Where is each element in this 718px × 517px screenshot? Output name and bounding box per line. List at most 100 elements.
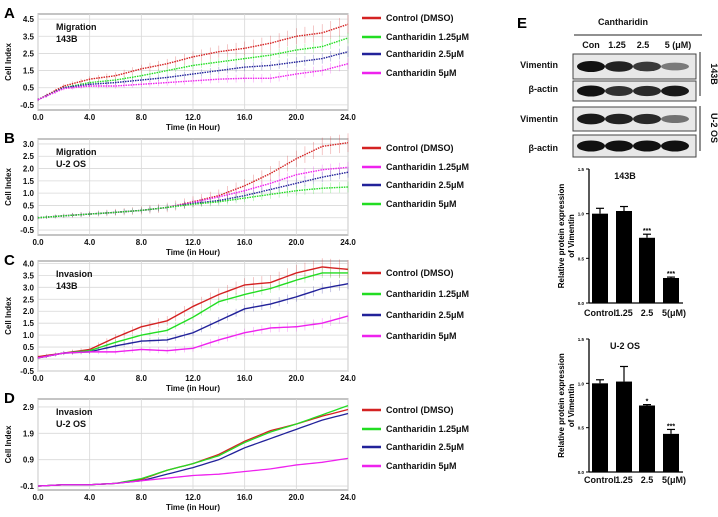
x-tick-label: 12.0 — [185, 493, 201, 502]
blot-band — [577, 85, 605, 97]
y-tick-label: 0.0 — [578, 301, 585, 306]
y-axis-title: Cell Index — [4, 297, 13, 335]
x-tick-label: 24.0 — [340, 113, 356, 122]
y-tick-label: 2.5 — [23, 152, 35, 161]
series-line — [37, 186, 349, 219]
significance-mark: *** — [667, 423, 675, 430]
chart-annotation: Migration — [56, 22, 97, 32]
blot-band — [661, 140, 689, 152]
legend-label: Cantharidin 2.5μM — [386, 310, 464, 320]
bar — [639, 237, 655, 303]
chart-annotation: 143B — [56, 34, 78, 44]
y-axis-title: Cell Index — [4, 168, 13, 206]
blot-band — [577, 140, 605, 152]
bar-chart-title: 143B — [614, 171, 636, 181]
x-tick-label: 12.0 — [185, 113, 201, 122]
blot-band — [577, 113, 605, 125]
x-axis-title: Time (in Hour) — [166, 248, 220, 257]
panel-label-D: D — [4, 390, 15, 407]
y-tick-label: 1.5 — [23, 67, 35, 76]
blot-band — [661, 85, 689, 97]
line-chart-C: C0.0 4.0 8.0 12.0 16.0 20.0 24.0-0.50.00.51.01… — [4, 252, 469, 393]
x-tick-label: Control — [584, 308, 616, 318]
y-tick-label: 3.0 — [23, 140, 35, 149]
y-tick-label: 0.0 — [578, 470, 585, 475]
x-tick-label: 1.25 — [615, 308, 633, 318]
x-tick-label: 8.0 — [136, 113, 148, 122]
series-3 — [37, 310, 349, 360]
blot-band — [605, 113, 633, 125]
chart-annotation: Migration — [56, 147, 97, 157]
x-tick-label: 20.0 — [289, 493, 305, 502]
bar — [639, 405, 655, 472]
legend-label: Cantharidin 2.5μM — [386, 180, 464, 190]
y-tick-label: -0.5 — [20, 101, 34, 110]
panel-label-E: E — [517, 15, 527, 32]
line-chart-B: B 0.0 4.0 8.0 12.0 16.0 20.0 24.0 -0.5 0.0 0.5 1.0 1… — [4, 130, 469, 257]
series-line — [37, 51, 349, 101]
y-tick-label: 0.5 — [578, 256, 585, 261]
y-axis-title: Relative protein expressionof Vimentin — [557, 184, 576, 289]
blot-band — [661, 115, 689, 123]
series-line — [37, 457, 349, 487]
x-tick-label: 24.0 — [340, 493, 356, 502]
legend-label: Cantharidin 1.25μM — [386, 289, 469, 299]
x-tick-label: 4.0 — [84, 374, 96, 383]
cell-line-label: 143B — [709, 63, 718, 85]
legend-label: Cantharidin 5μM — [386, 461, 457, 471]
series-line — [37, 315, 349, 359]
x-axis-title: Time (in Hour) — [166, 503, 220, 512]
legend-label: Control (DMSO) — [386, 268, 454, 278]
legend-label: Cantharidin 5μM — [386, 68, 457, 78]
y-tick-label: 2.5 — [23, 295, 35, 304]
y-tick-label: 1.0 — [23, 189, 35, 198]
y-tick-label: 4.5 — [23, 15, 35, 24]
x-tick-label: 12.0 — [185, 238, 201, 247]
bar — [616, 381, 632, 472]
significance-mark: *** — [667, 271, 675, 278]
legend-label: Cantharidin 1.25μM — [386, 32, 469, 42]
blot-band — [605, 86, 633, 96]
blot-row-label: Vimentin — [520, 114, 558, 124]
western-blot: E Cantharidin Con 1.25 2.5 5 (μM) Viment… — [517, 15, 718, 158]
x-tick-label: Control — [584, 475, 616, 485]
y-tick-label: 1.5 — [578, 337, 585, 342]
legend-label: Cantharidin 1.25μM — [386, 424, 469, 434]
y-tick-label: 1.0 — [578, 212, 585, 217]
x-tick-label: 2.5 — [641, 308, 654, 318]
blot-row-label: β-actin — [529, 84, 559, 94]
series-line — [37, 63, 349, 101]
blot-band — [661, 62, 689, 71]
series-3 — [37, 181, 349, 220]
series-0 — [37, 14, 349, 102]
line-charts: A 0.0 4.0 8.0 12.0 16.0 20.0 24.0 -0.5 0.5 1.5 2.5 3… — [4, 5, 469, 512]
bar — [592, 383, 608, 472]
chart-annotation: Invasion — [56, 407, 93, 417]
x-tick-label: 0.0 — [32, 374, 44, 383]
x-tick-label: 4.0 — [84, 113, 96, 122]
x-tick-label: 16.0 — [237, 113, 253, 122]
y-axis-title: Relative protein expressionof Vimentin — [557, 353, 576, 458]
x-tick-label: 5(μM) — [662, 308, 686, 318]
x-tick-label: 2.5 — [641, 475, 654, 485]
x-tick-label: 0.0 — [32, 238, 44, 247]
x-tick-label: 24.0 — [340, 238, 356, 247]
y-tick-label: -0.5 — [20, 367, 34, 376]
y-tick-label: 1.0 — [578, 381, 585, 386]
blot-band — [633, 85, 661, 97]
lane-label: Con — [582, 40, 600, 50]
blot-row-label: Vimentin — [520, 60, 558, 70]
cell-line-label: U-2 OS — [709, 113, 718, 143]
line-chart-D: D 0.0 4.0 8.0 12.0 16.0 20.0 24.0 -0.1 0.9 1.9 2.9 T… — [4, 390, 469, 512]
blot-band — [605, 61, 633, 72]
legend-label: Cantharidin 5μM — [386, 199, 457, 209]
series-line — [37, 23, 349, 101]
blot-band — [577, 61, 605, 72]
chart-annotation: 143B — [56, 281, 78, 291]
panel-label-C: C — [4, 252, 15, 269]
x-tick-label: 5(μM) — [662, 475, 686, 485]
legend-label: Control (DMSO) — [386, 13, 454, 23]
series-3 — [37, 58, 349, 102]
significance-mark: * — [646, 399, 649, 406]
bar — [663, 433, 679, 472]
